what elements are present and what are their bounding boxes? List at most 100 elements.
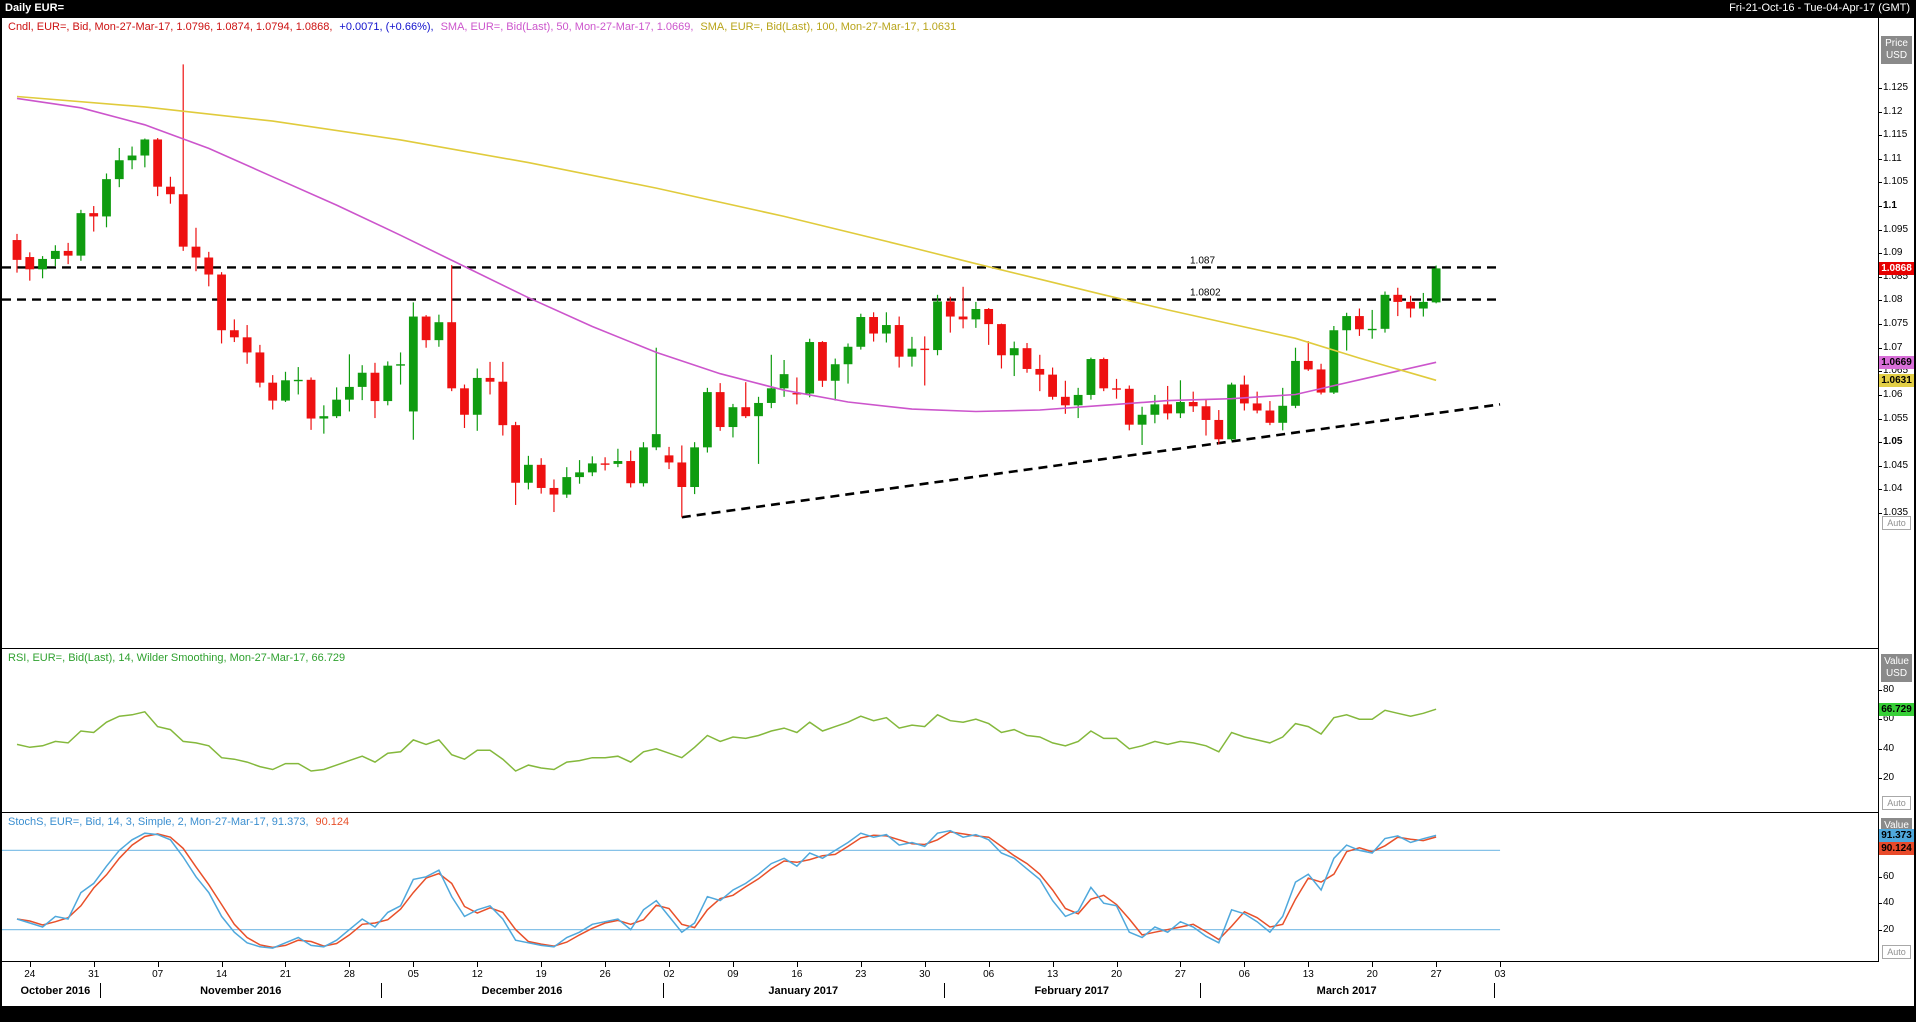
- price-axis-label: 1.05: [1883, 436, 1903, 448]
- time-axis-day-label: 06: [1238, 969, 1250, 980]
- candle-up: [830, 364, 840, 381]
- time-axis-day-label: 09: [727, 969, 739, 980]
- candle-up: [140, 139, 150, 156]
- candle-down: [1214, 419, 1224, 440]
- stochastics-panel[interactable]: StochS, EUR=, Bid, 14, 3, Simple, 2, Mon…: [2, 813, 1879, 962]
- candle-up: [408, 316, 418, 412]
- time-axis-day-label: 12: [471, 969, 483, 980]
- rsi-chart-canvas[interactable]: [2, 649, 1878, 812]
- candle-down: [1393, 294, 1403, 302]
- time-axis-tick: [924, 962, 926, 967]
- price-axis-label: 1.08: [1883, 294, 1903, 306]
- rsi-axis-label: 80: [1883, 683, 1895, 695]
- candle-down: [204, 257, 214, 275]
- candle-up: [127, 155, 137, 161]
- candle-down: [63, 250, 73, 256]
- auto-scale-button[interactable]: Auto: [1882, 516, 1911, 530]
- time-axis-tick: [1308, 962, 1310, 967]
- time-axis-tick: [1052, 962, 1054, 967]
- candle-up: [332, 399, 342, 417]
- candle-down: [1022, 348, 1032, 369]
- rsi-axis-tick: [1879, 719, 1882, 721]
- time-axis-month-label: February 2017: [1034, 985, 1110, 997]
- candle-up: [1431, 268, 1441, 303]
- price-axis-tick: [1879, 88, 1882, 89]
- auto-scale-button[interactable]: Auto: [1882, 945, 1911, 959]
- price-axis-tick: [1879, 465, 1882, 467]
- price-axis[interactable]: Price USD 1.125 1.12 1.115 1.11 1.105 1.1 1.095 1…: [1879, 18, 1914, 649]
- candle-up: [575, 472, 584, 478]
- candle-down: [1316, 369, 1326, 393]
- time-axis-day-label: 06: [983, 969, 995, 980]
- price-axis-label: 1.045: [1883, 459, 1909, 471]
- stoch-k-badge: 91.373: [1879, 829, 1914, 842]
- candle-down: [25, 257, 35, 270]
- price-axis-label: 1.06: [1883, 388, 1903, 400]
- time-axis-day-label: 13: [1047, 969, 1059, 980]
- price-axis-tick: [1879, 135, 1882, 137]
- bottom-strip: [0, 1006, 1916, 1022]
- candle-up: [1137, 414, 1147, 425]
- candle-down: [306, 379, 316, 419]
- auto-scale-button[interactable]: Auto: [1882, 796, 1911, 810]
- time-axis-day-label: 02: [663, 969, 675, 980]
- candle-up: [1329, 330, 1339, 393]
- stochastics-chart-canvas[interactable]: [2, 813, 1878, 961]
- time-axis-month-label: October 2016: [20, 985, 91, 997]
- rsi-axis-label: 20: [1883, 772, 1895, 784]
- time-axis-tick: [349, 962, 351, 967]
- price-axis-tick: [1879, 111, 1882, 113]
- candle-up: [293, 379, 303, 382]
- month-separator: [943, 983, 945, 998]
- time-axis-tick: [732, 962, 734, 967]
- month-separator: [100, 983, 102, 998]
- candle-down: [600, 463, 610, 465]
- stoch-axis-label: 40: [1883, 897, 1895, 909]
- candle-down: [1252, 403, 1262, 411]
- candle-up: [319, 416, 329, 419]
- time-axis-tick: [541, 962, 543, 967]
- rsi-badge: 66.729: [1879, 702, 1914, 716]
- candle-down: [242, 337, 252, 353]
- time-axis-tick: [221, 962, 223, 967]
- time-axis-tick: [1436, 962, 1438, 967]
- price-axis-label: 1.095: [1883, 223, 1909, 235]
- price-axis-label: 1.105: [1883, 176, 1909, 188]
- candle-up: [639, 447, 648, 484]
- time-axis-day-label: 07: [152, 969, 164, 980]
- candle-up: [651, 434, 661, 448]
- time-axis-tick: [93, 962, 95, 967]
- time-axis-day-label: 24: [24, 969, 36, 980]
- price-panel[interactable]: 1.087 1.0802 Cndl, EUR=, Bid, Mon-27-Mar-…: [2, 18, 1879, 649]
- rsi-value-axis[interactable]: Value USD 80 60 40 20 66.729 Auto: [1879, 649, 1914, 813]
- rsi-axis-tick: [1879, 689, 1882, 691]
- time-axis-day-label: 26: [599, 969, 611, 980]
- time-axis-day-label: 23: [855, 969, 867, 980]
- candle-up: [1291, 360, 1300, 406]
- rsi-line: [16, 708, 1437, 772]
- candle-down: [869, 317, 878, 334]
- candle-down: [741, 407, 751, 417]
- month-separator: [381, 983, 383, 998]
- candle-down: [536, 464, 546, 488]
- time-axis[interactable]: 24 31 07 14 21 28 05 12 19 26 02 09 16 23 30 06 13 20 27 06…: [2, 962, 1914, 1006]
- axis-unit-box: Value USD: [1881, 654, 1912, 682]
- rsi-panel[interactable]: RSI, EUR=, Bid(Last), 14, Wilder Smoothi…: [2, 649, 1879, 813]
- candle-up: [907, 348, 917, 357]
- candle-down: [1035, 368, 1045, 375]
- stoch-legend-item: StochS, EUR=, Bid, 14, 3, Simple, 2, Mon…: [8, 816, 309, 828]
- axis-unit-box: Price USD: [1881, 36, 1912, 64]
- title-bar: Daily EUR= Fri-21-Oct-16 - Tue-04-Apr-17…: [0, 0, 1916, 18]
- candle-down: [178, 194, 188, 247]
- candle-down: [1303, 360, 1313, 370]
- chart-date-range: Fri-21-Oct-16 - Tue-04-Apr-17 (GMT): [1729, 2, 1910, 14]
- candle-down: [498, 381, 508, 426]
- stoch-d-badge: 90.124: [1879, 842, 1914, 855]
- candle-down: [153, 139, 163, 187]
- candle-down: [268, 382, 278, 401]
- price-chart-canvas[interactable]: 1.087 1.0802: [2, 18, 1878, 648]
- candle-up: [1342, 316, 1352, 331]
- time-axis-day-label: 20: [1366, 969, 1378, 980]
- price-axis-tick: [1879, 324, 1882, 326]
